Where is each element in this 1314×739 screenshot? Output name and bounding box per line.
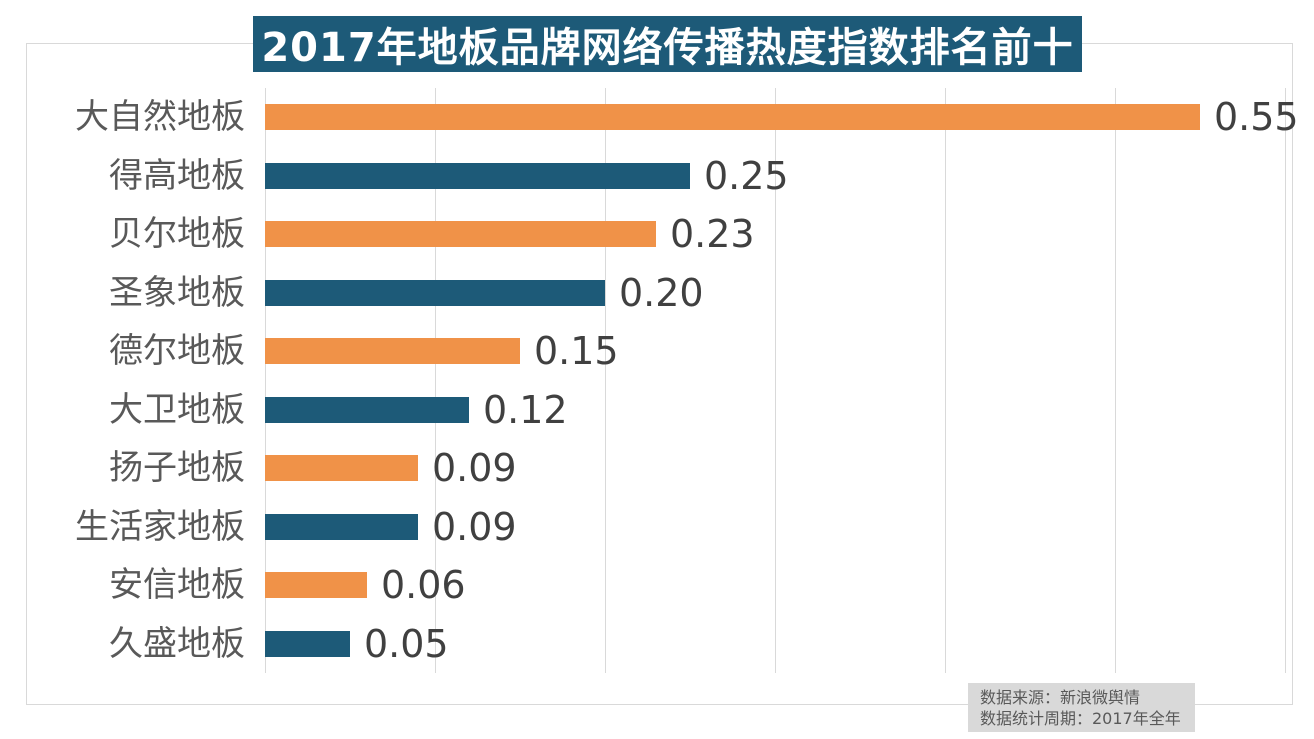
bar-3 <box>265 221 656 248</box>
chart-frame-border <box>26 43 1293 705</box>
category-label: 贝尔地板 <box>109 214 245 255</box>
bar-1 <box>265 104 1200 131</box>
gridline-0.4 <box>945 88 946 673</box>
gridline-0.1 <box>435 88 436 673</box>
data-source-box: 数据来源：新浪微舆情 数据统计周期：2017年全年 <box>968 683 1195 732</box>
gridline-0.5 <box>1115 88 1116 673</box>
category-label: 生活家地板 <box>75 506 245 547</box>
category-label: 大卫地板 <box>109 389 245 430</box>
gridline-0.0 <box>265 88 266 673</box>
bar-10 <box>265 630 350 657</box>
gridline-0.2 <box>605 88 606 673</box>
category-label: 德尔地板 <box>109 331 245 372</box>
gridline-0.6 <box>1285 88 1286 673</box>
category-label: 安信地板 <box>109 565 245 606</box>
value-label: 0.15 <box>534 329 619 374</box>
value-label: 0.20 <box>619 270 704 315</box>
category-label: 久盛地板 <box>109 623 245 664</box>
bar-6 <box>265 396 469 423</box>
category-label: 圣象地板 <box>109 272 245 313</box>
bar-7 <box>265 455 418 482</box>
value-label: 0.06 <box>381 563 466 608</box>
category-label: 得高地板 <box>109 155 245 196</box>
gridline-0.3 <box>775 88 776 673</box>
value-label: 0.12 <box>483 387 568 432</box>
bar-4 <box>265 279 605 306</box>
category-label: 扬子地板 <box>109 448 245 489</box>
chart-title: 2017年地板品牌网络传播热度指数排名前十 <box>261 25 1074 71</box>
value-label: 0.09 <box>432 446 517 491</box>
category-label: 大自然地板 <box>75 97 245 138</box>
bar-8 <box>265 513 418 540</box>
value-label: 0.25 <box>704 153 789 198</box>
bar-2 <box>265 162 690 189</box>
chart-title-box: 2017年地板品牌网络传播热度指数排名前十 <box>253 16 1082 72</box>
value-label: 0.23 <box>670 212 755 257</box>
data-source-line: 数据来源：新浪微舆情 <box>980 688 1141 707</box>
bar-5 <box>265 338 520 365</box>
value-label: 0.55 <box>1214 95 1299 140</box>
data-source-period-line: 数据统计周期：2017年全年 <box>980 709 1181 728</box>
value-label: 0.09 <box>432 504 517 549</box>
value-label: 0.05 <box>364 621 449 666</box>
bar-9 <box>265 572 367 599</box>
